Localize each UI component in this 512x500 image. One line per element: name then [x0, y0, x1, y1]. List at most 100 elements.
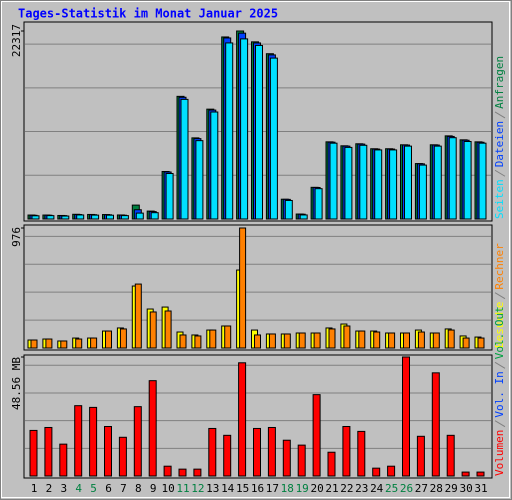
x-tick-label: 27	[415, 482, 428, 495]
bar	[253, 427, 261, 477]
x-tick-label: 19	[296, 482, 309, 495]
x-tick-label: 18	[281, 482, 294, 495]
bar	[76, 214, 85, 220]
y-tick-label: 976	[10, 227, 23, 247]
x-tick-label: 2	[46, 482, 53, 495]
bar	[135, 212, 144, 220]
bar	[165, 173, 174, 220]
x-tick-label: 24	[370, 482, 384, 495]
bar	[402, 356, 410, 477]
bar	[74, 405, 83, 477]
x-tick-label: 14	[221, 482, 235, 495]
bar	[268, 333, 276, 349]
x-tick-label: 30	[459, 482, 472, 495]
bar	[150, 212, 159, 220]
bar	[388, 332, 396, 349]
bar	[448, 137, 457, 220]
x-tick-label: 8	[135, 482, 142, 495]
bar	[134, 283, 142, 349]
chart-title: Tages-Statistik im Monat Januar 2025	[18, 7, 278, 21]
bar	[195, 140, 204, 220]
x-tick-label: 21	[325, 482, 338, 495]
bar	[342, 425, 351, 477]
legend-separator	[494, 292, 506, 300]
bar	[180, 98, 189, 220]
legend-label: Besuche	[493, 302, 506, 348]
plot-area	[23, 224, 493, 351]
bar	[462, 337, 470, 349]
bar	[238, 362, 247, 477]
bar	[224, 325, 232, 349]
x-tick-label: 28	[430, 482, 443, 495]
bar	[106, 214, 114, 220]
bar	[297, 444, 306, 477]
legend-label: Seiten	[493, 179, 506, 219]
bar	[209, 329, 217, 349]
bar	[447, 329, 455, 349]
legend: Seiten Dateien Anfragen	[493, 56, 506, 219]
x-tick-label: 9	[150, 482, 157, 495]
bar	[29, 429, 38, 477]
bar	[255, 44, 263, 220]
bar	[404, 145, 412, 220]
bar	[60, 340, 68, 349]
bar	[223, 434, 232, 477]
bar	[403, 332, 410, 349]
x-tick-label: 29	[445, 482, 458, 495]
bar	[329, 142, 338, 220]
bar	[30, 339, 38, 349]
bar	[91, 214, 100, 220]
bar	[89, 406, 98, 477]
bar	[118, 436, 127, 477]
bar	[387, 465, 396, 477]
bar	[432, 332, 440, 349]
x-tick-label: 22	[340, 482, 353, 495]
bar	[61, 215, 70, 220]
bar	[133, 406, 142, 477]
bar	[299, 214, 308, 220]
x-tick-label: 16	[251, 482, 264, 495]
x-tick-label: 31	[474, 482, 487, 495]
bar	[477, 337, 485, 349]
x-tick-label: 15	[236, 482, 249, 495]
bar	[433, 145, 442, 220]
x-tick-label: 5	[90, 482, 97, 495]
legend: Besuche Rechner	[493, 243, 506, 348]
legend-label: Vol. Out	[493, 306, 506, 359]
bar	[298, 332, 306, 349]
bar	[344, 146, 353, 220]
y-tick-label: 22317	[10, 24, 23, 57]
bar	[343, 325, 351, 349]
bar	[105, 330, 112, 349]
bar	[312, 394, 321, 477]
legend-separator	[494, 111, 506, 119]
bar	[389, 149, 398, 220]
legend-label: Rechner	[493, 243, 506, 290]
bar	[210, 111, 219, 220]
bar	[282, 439, 291, 477]
bar	[463, 140, 472, 220]
bar	[163, 465, 172, 477]
bar	[314, 188, 323, 220]
x-tick-label: 4	[75, 482, 82, 495]
bar	[46, 215, 55, 220]
legend: Volumen Vol. In Vol. Out	[493, 306, 506, 476]
bar	[374, 149, 383, 220]
bar	[358, 330, 366, 349]
x-tick-label: 20	[310, 482, 323, 495]
bar	[75, 338, 83, 349]
bar	[239, 227, 247, 349]
bar	[416, 435, 425, 477]
x-tick-label: 1	[31, 482, 38, 495]
bar	[225, 42, 234, 220]
bar	[194, 335, 202, 349]
x-tick-label: 12	[191, 482, 204, 495]
bar	[178, 468, 187, 477]
x-tick-label: 23	[355, 482, 368, 495]
bar	[461, 471, 470, 477]
bar	[44, 426, 53, 477]
bar	[431, 372, 440, 477]
bar	[59, 443, 68, 477]
